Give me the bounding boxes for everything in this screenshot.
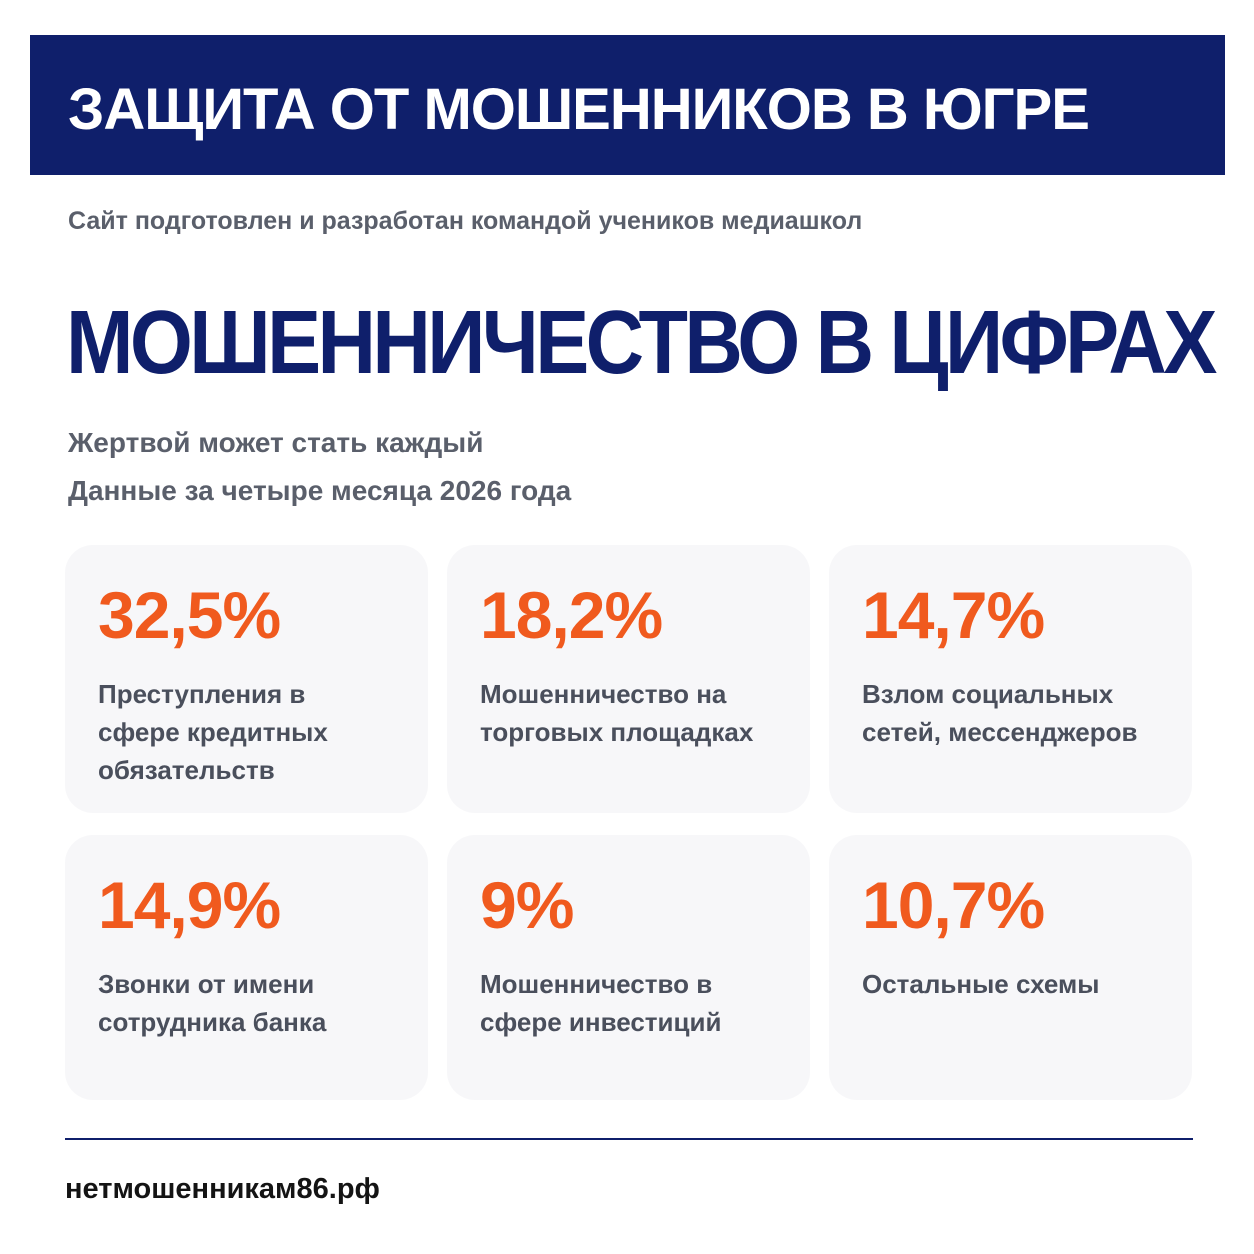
stat-label: Остальные схемы [862,969,1100,999]
stats-grid: 32,5% Преступления в сфере кредитных обя… [65,545,1193,1100]
page-title: МОШЕННИЧЕСТВО В ЦИФРАХ [66,293,1217,393]
stat-value: 9% [480,868,574,942]
stat-card-marketplaces: 18,2% Мошенничество на торговых площадка… [447,545,810,813]
subtitle-line-2: Данные за четыре месяца 2026 года [68,475,572,506]
stat-label: Звонки от имени сотрудника банка [98,969,327,1037]
footer-divider [65,1138,1193,1140]
stat-label: Мошенничество на торговых площадках [480,679,754,747]
stat-card-social-hacking: 14,7% Взлом социальных сетей, мессенджер… [829,545,1192,813]
stat-card-other-schemes: 10,7% Остальные схемы [829,835,1192,1100]
stat-value: 18,2% [480,578,663,652]
stat-label: Преступления в сфере кредитных обязатель… [98,679,328,785]
stat-value: 14,7% [862,578,1045,652]
stat-value: 32,5% [98,578,281,652]
footer-website[interactable]: нетмошенникам86.рф [65,1173,380,1205]
stat-label: Мошенничество в сфере инвестиций [480,969,722,1037]
stat-value: 14,9% [98,868,281,942]
stat-card-bank-calls: 14,9% Звонки от имени сотрудника банка [65,835,428,1100]
stat-label: Взлом социальных сетей, мессенджеров [862,679,1138,747]
stat-card-investments: 9% Мошенничество в сфере инвестиций [447,835,810,1100]
stat-value: 10,7% [862,868,1045,942]
credit-line: Сайт подготовлен и разработан командой у… [68,207,863,235]
subtitle-line-1: Жертвой может стать каждый [68,427,484,458]
header-banner: ЗАЩИТА ОТ МОШЕННИКОВ В ЮГРЕ [30,35,1225,175]
stat-card-credit: 32,5% Преступления в сфере кредитных обя… [65,545,428,813]
header-title: ЗАЩИТА ОТ МОШЕННИКОВ В ЮГРЕ [68,77,1090,142]
